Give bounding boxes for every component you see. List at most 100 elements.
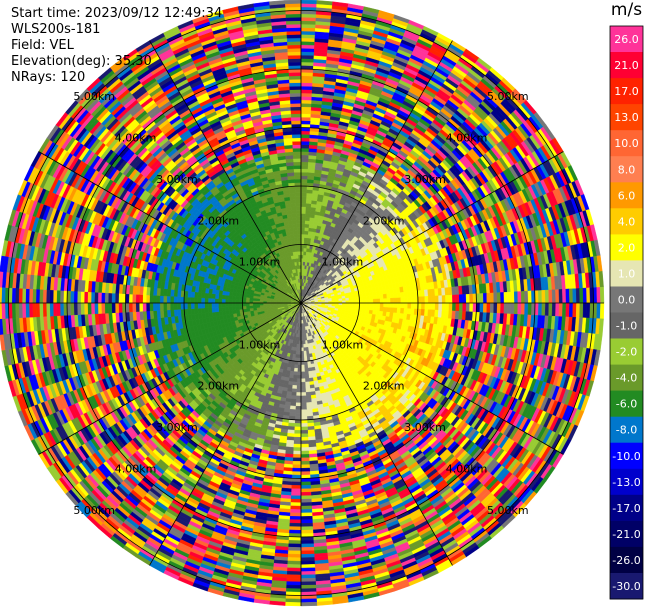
velocity-gate [306,192,313,198]
velocity-gate [558,302,563,317]
velocity-gate [300,206,307,211]
velocity-gate [362,299,367,304]
velocity-gate [300,106,312,111]
velocity-gate [458,294,464,304]
velocity-gate [369,295,374,300]
velocity-gate [575,302,581,318]
velocity-gate [568,302,574,318]
velocity-gate [524,302,529,316]
velocity-gate [393,307,398,314]
velocity-gate [300,175,308,180]
velocity-gate [300,251,304,256]
velocity-gate [407,302,412,310]
velocity-gate [300,51,315,56]
velocity-gate [348,300,353,304]
velocity-gate [424,302,429,310]
velocity-gate [441,295,446,304]
velocity-gate [393,302,398,309]
velocity-gate [300,78,313,84]
velocity-gate [372,294,377,300]
velocity-gate [300,27,316,32]
velocity-gate [599,302,605,320]
velocity-gate [359,302,364,307]
velocity-gate [513,302,519,315]
velocity-gate [341,298,346,302]
velocity-gate [300,196,307,201]
velocity-gate [520,291,526,304]
velocity-gate [372,302,378,308]
velocity-gate [541,289,546,304]
velocity-gate [300,178,308,183]
velocity-gate [445,302,450,311]
velocity-gate [300,54,315,60]
velocity-gate [300,123,311,128]
velocity-gate [599,286,605,304]
velocity-gate [372,298,378,304]
velocity-gate [355,302,360,307]
velocity-gate [410,296,415,304]
velocity-gate [300,151,310,156]
velocity-gate [421,296,426,304]
velocity-gate [527,302,532,316]
velocity-gate [300,103,312,108]
velocity-gate [482,302,488,313]
velocity-gate [304,227,310,232]
velocity-gate [300,189,308,194]
velocity-gate [558,289,563,304]
velocity-gate [300,171,309,177]
velocity-gate [300,199,307,204]
velocity-gate [586,302,591,319]
velocity-gate [304,223,310,228]
velocity-gate [304,220,310,225]
velocity-gate [300,168,309,173]
velocity-gate [386,298,391,304]
velocity-gate [397,302,402,309]
velocity-gate [579,302,584,319]
velocity-gate [300,233,305,238]
velocity-gate [551,289,557,304]
velocity-gate [300,20,317,25]
velocity-gate [369,306,374,311]
velocity-gate [300,30,316,36]
velocity-gate [300,134,311,139]
velocity-gate [438,295,443,304]
velocity-gate [507,291,512,304]
velocity-gate [300,113,312,118]
velocity-gate [489,292,495,304]
velocity-gate [427,302,433,311]
velocity-gate [304,233,309,239]
velocity-gate [455,294,460,304]
velocity-gate [452,294,457,304]
velocity-gate [393,297,398,304]
velocity-gate [300,92,313,97]
velocity-gate [386,307,391,313]
velocity-gate [362,302,367,307]
velocity-gate [300,16,317,22]
velocity-gate [304,230,309,235]
velocity-gate [300,213,306,218]
velocity-gate [369,298,374,304]
velocity-gate [496,302,501,314]
velocity-gate [538,302,543,316]
velocity-gate [348,297,353,301]
velocity-gate [365,295,371,300]
velocity-gate [362,305,367,311]
velocity-gate [455,302,460,312]
velocity-gate [458,302,464,312]
velocity-gate [379,294,384,300]
velocity-gate [476,293,481,304]
velocity-gate [517,291,522,304]
velocity-gate [372,306,377,312]
velocity-gate [562,302,567,318]
velocity-gate [410,302,415,310]
velocity-gate [568,288,574,304]
velocity-gate [575,288,581,304]
velocity-gate [352,296,357,301]
velocity-gate [493,302,498,314]
velocity-gate [469,302,474,313]
velocity-gate [300,147,310,152]
velocity-gate [579,287,584,304]
velocity-gate [417,302,422,310]
velocity-gate [582,302,588,319]
velocity-gate [555,289,560,304]
